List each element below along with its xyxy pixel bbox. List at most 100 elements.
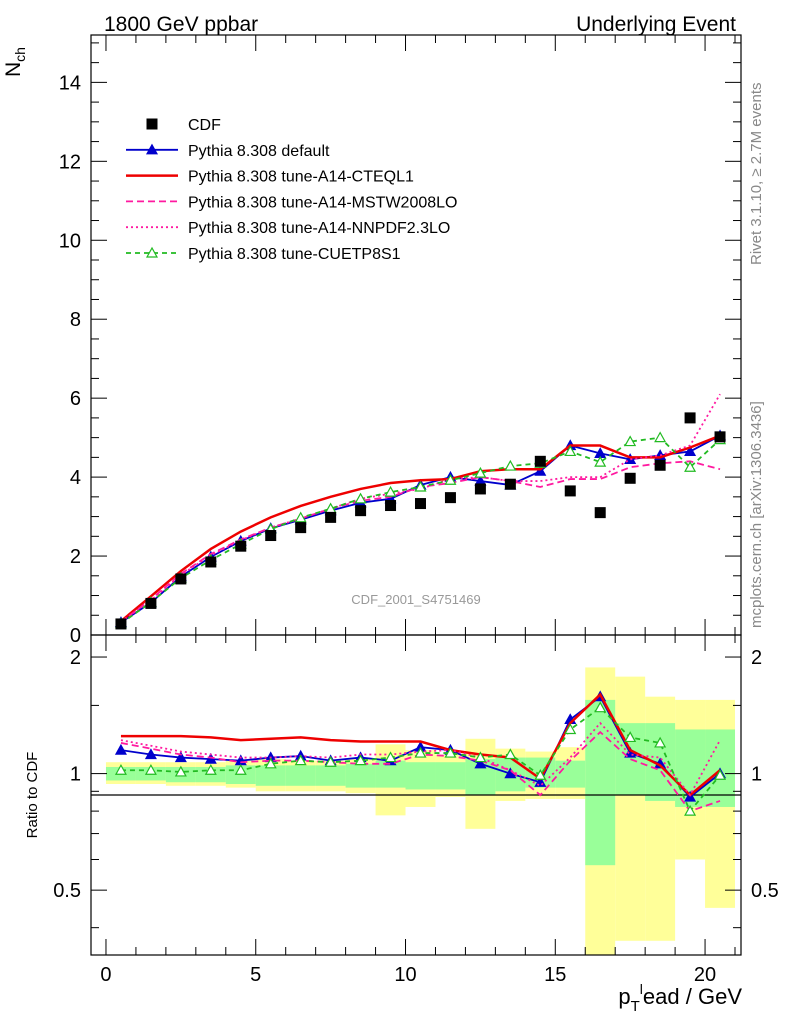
ratio-frame [90,634,742,956]
main-panel: CDF_2001_S4751469 0 2 4 6 8 10 12 14 Nch [2,34,742,647]
ratio-ticks: 0.5 0.51 12 20 5 10 15 20 [53,635,779,986]
watermark-label: CDF_2001_S4751469 [351,592,480,607]
cdf-data-point [385,500,397,512]
cdf-data-point [624,472,636,484]
ratio-ytick-label: 0.5 [53,880,81,902]
cdf-data-point [325,511,337,523]
ratio-ytick-label-right: 1 [751,764,762,786]
main-ytick-label: 0 [70,625,81,647]
legend-marker [145,246,159,258]
legend-label: Pythia 8.308 tune-CUETP8S1 [188,246,401,263]
legend-label: Pythia 8.308 tune-A14-NNPDF2.3LO [188,220,450,237]
main-ytick-label: 6 [70,388,81,410]
ratio-xtick-label: 15 [544,964,566,986]
ratio-series-point [144,764,157,775]
legend-cdf-label: CDF [188,117,221,134]
ratio-xtick-label: 5 [250,964,261,986]
ratio-series-point [564,723,577,735]
cdf-data-point [474,483,486,495]
main-series-point [534,464,547,476]
main-ytick-label: 4 [70,467,81,489]
ratio-ytick-label: 2 [70,647,81,669]
ratio-series-point [324,755,337,767]
main-ytick-label: 10 [59,230,81,252]
ratio-ytick-label-right: 2 [751,647,762,669]
main-series-point [624,435,637,447]
legend-label: Pythia 8.308 tune-A14-CTEQL1 [188,169,414,186]
ratio-series-point [174,751,187,763]
rivet-label: Rivet 3.1.10, ≥ 2.7M events [748,83,765,266]
main-series-line [120,434,721,623]
ratio-xlabel: pTlead / GeV [618,981,742,1015]
ratio-ytick-label: 1 [70,764,81,786]
main-series-point [294,511,307,523]
cdf-data-point [205,556,217,568]
main-series-point [684,461,697,472]
ratio-series-point [204,764,217,775]
main-data [115,412,726,630]
main-series-point [684,445,697,457]
cdf-data-point [175,573,187,585]
main-series-point [564,445,577,457]
main-series-point [504,459,517,471]
ratio-series-point [474,751,487,763]
cdf-data-point [594,507,606,519]
main-series-point [654,431,667,443]
legend-marker [145,143,159,155]
ratio-band-green [585,699,616,866]
ratio-panel: 0.5 0.51 12 20 5 10 15 20 Ratio to CDF pTlead /… [24,634,779,1015]
ratio-band-green [555,760,586,788]
main-ytick-label: 12 [59,151,81,173]
ratio-xtick-label: 0 [100,964,111,986]
ratio-band-green [405,762,436,790]
mcplots-label: mcplots.cern.ch [arXiv:1306.3436] [748,401,765,628]
main-series-point [474,466,487,478]
cdf-data-point [145,597,157,609]
ratio-band-yellow [615,676,646,941]
ratio-ylabel: Ratio to CDF [24,752,41,839]
ratio-series-point [114,764,127,775]
cdf-data-point [564,485,576,497]
cdf-data-point [504,478,516,490]
main-series-point [414,480,427,492]
legend: CDF Pythia 8.308 default Pythia 8.308 tune… [126,117,457,263]
ratio-series-point [624,731,637,743]
header-right: Underlying Event [576,13,736,36]
cdf-data-point [444,492,456,504]
ratio-series-point [594,701,607,713]
legend-cdf-marker [146,118,158,130]
ratio-band-green [255,765,286,786]
ratio-series-point [654,736,667,748]
ratio-series-point [234,764,247,775]
ratio-series [114,690,727,816]
main-ytick-label: 14 [59,72,81,94]
ratio-series-point [384,751,397,763]
ratio-xtick-label: 20 [694,964,716,986]
ratio-series-point [354,754,367,766]
main-series-point [384,485,397,497]
main-ylabel: Nch [2,47,28,77]
cdf-data-point [534,455,546,467]
ratio-series-point [174,765,187,777]
ratio-series-point [474,757,487,769]
ratio-series-point [414,746,427,758]
legend-label: Pythia 8.308 default [188,143,330,160]
cdf-data-point [684,412,696,424]
cdf-data-point [355,505,367,517]
cdf-data-point [654,459,666,471]
header-left: 1800 GeV ppbar [104,13,258,36]
cdf-data-point [414,498,426,510]
main-ticks: 0 2 4 6 8 10 12 14 [59,35,741,647]
cdf-data-point [115,618,127,630]
ratio-band-green [345,763,376,788]
ratio-xtick-label: 10 [394,964,416,986]
cdf-data-point [235,540,247,552]
ratio-band-green [315,765,346,786]
ratio-ytick-label-right: 0.5 [751,880,779,902]
main-ytick-label: 8 [70,309,81,331]
ratio-series-point [144,748,157,760]
main-series-point [594,455,607,467]
ratio-series-point [444,746,457,758]
main-ytick-label: 2 [70,546,81,568]
